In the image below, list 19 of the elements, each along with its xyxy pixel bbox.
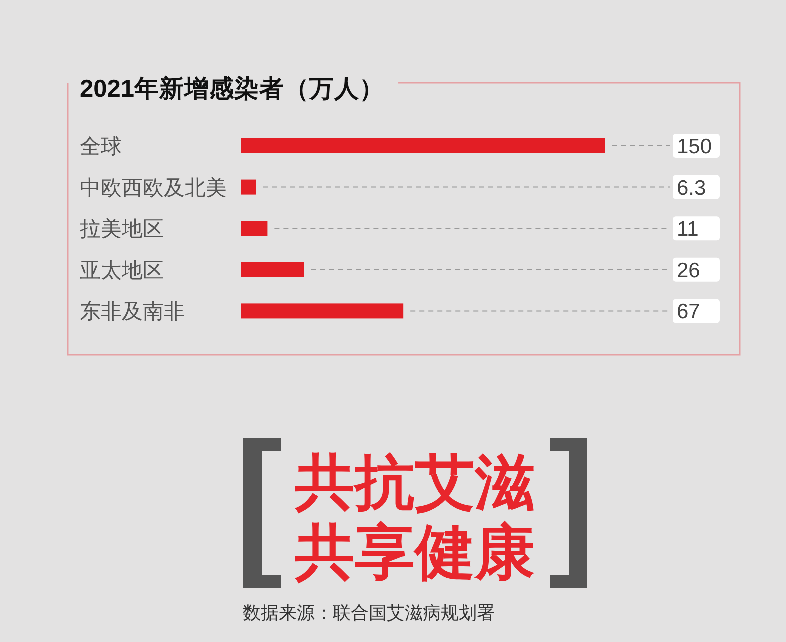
y-tick-label: 东非及南非 [80,300,185,324]
y-tick-label: 中欧西欧及北美 [80,176,227,200]
data-label: 11 [677,218,699,242]
bar [241,180,256,195]
bar [241,262,304,278]
data-label: 150 [677,136,712,158]
chart-title: 2021年新增感染者（万人） [80,75,385,103]
text: 共抗艾滋 [294,449,535,516]
y-tick-label: 亚太地区 [80,259,164,282]
bar [241,138,605,154]
y-tick-label: 拉美地区 [80,218,164,242]
data-label: 67 [677,300,700,324]
text: 共享健康 [294,519,535,586]
source-note: 数据来源：联合国艾滋病规划署 [243,603,495,623]
y-tick-label: 全球 [80,136,122,158]
bar [241,304,404,319]
data-label: 26 [677,259,700,282]
bar [241,221,268,236]
data-label: 6.3 [677,176,706,200]
